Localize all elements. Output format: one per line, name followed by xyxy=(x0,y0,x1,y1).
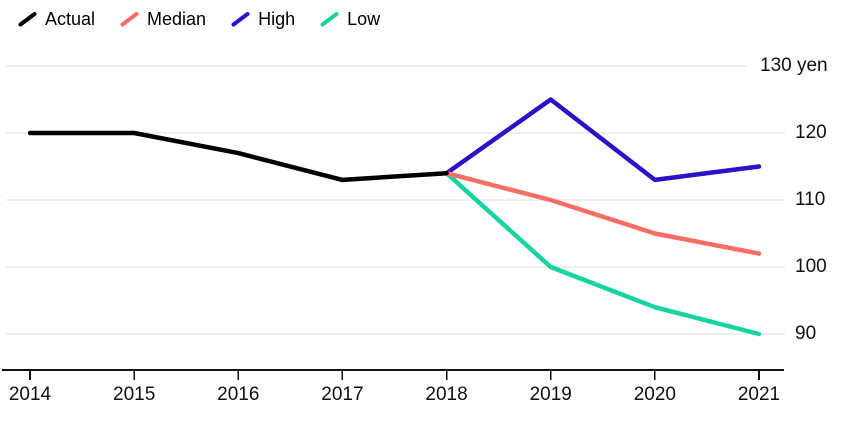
legend-item-median: Median xyxy=(120,7,206,31)
legend-item-label: Actual xyxy=(45,9,96,29)
y-axis-label: 130 yen xyxy=(760,55,828,76)
legend-line-glyph xyxy=(320,11,339,26)
x-axis-label: 2021 xyxy=(737,384,781,405)
legend-swatch-icon xyxy=(18,11,37,26)
series-line-low xyxy=(444,170,762,337)
legend-line-glyph xyxy=(120,11,139,26)
x-axis-label: 2014 xyxy=(8,384,52,405)
legend-item-label: Median xyxy=(147,9,207,29)
legend-item-label: High xyxy=(258,9,296,29)
legend-item-label: Low xyxy=(347,9,381,29)
x-axis-label: 2019 xyxy=(529,384,572,405)
x-axis-label: 2015 xyxy=(113,384,156,405)
y-axis-label: 90 xyxy=(795,323,817,344)
legend-swatch-icon xyxy=(320,11,339,26)
legend-swatch-icon xyxy=(231,11,250,26)
y-axis-label: 100 xyxy=(795,256,827,277)
legend: Actual Median High Low xyxy=(18,7,380,31)
legend-swatch-icon xyxy=(120,11,139,26)
series-line-median xyxy=(444,170,762,256)
y-axis-label: 110 xyxy=(795,189,826,210)
legend-item-actual: Actual xyxy=(18,7,95,31)
x-axis-label: 2020 xyxy=(633,384,676,405)
x-axis-label: 2017 xyxy=(321,384,364,405)
legend-item-high: High xyxy=(231,7,295,31)
y-axis-label: 120 xyxy=(795,122,827,143)
series-line-actual xyxy=(27,130,449,183)
series-line-high xyxy=(444,97,762,183)
legend-line-glyph xyxy=(18,11,37,26)
legend-line-glyph xyxy=(231,11,250,26)
legend-item-low: Low xyxy=(320,7,380,31)
x-axis-label: 2016 xyxy=(217,384,260,405)
x-axis-label: 2018 xyxy=(425,384,468,405)
